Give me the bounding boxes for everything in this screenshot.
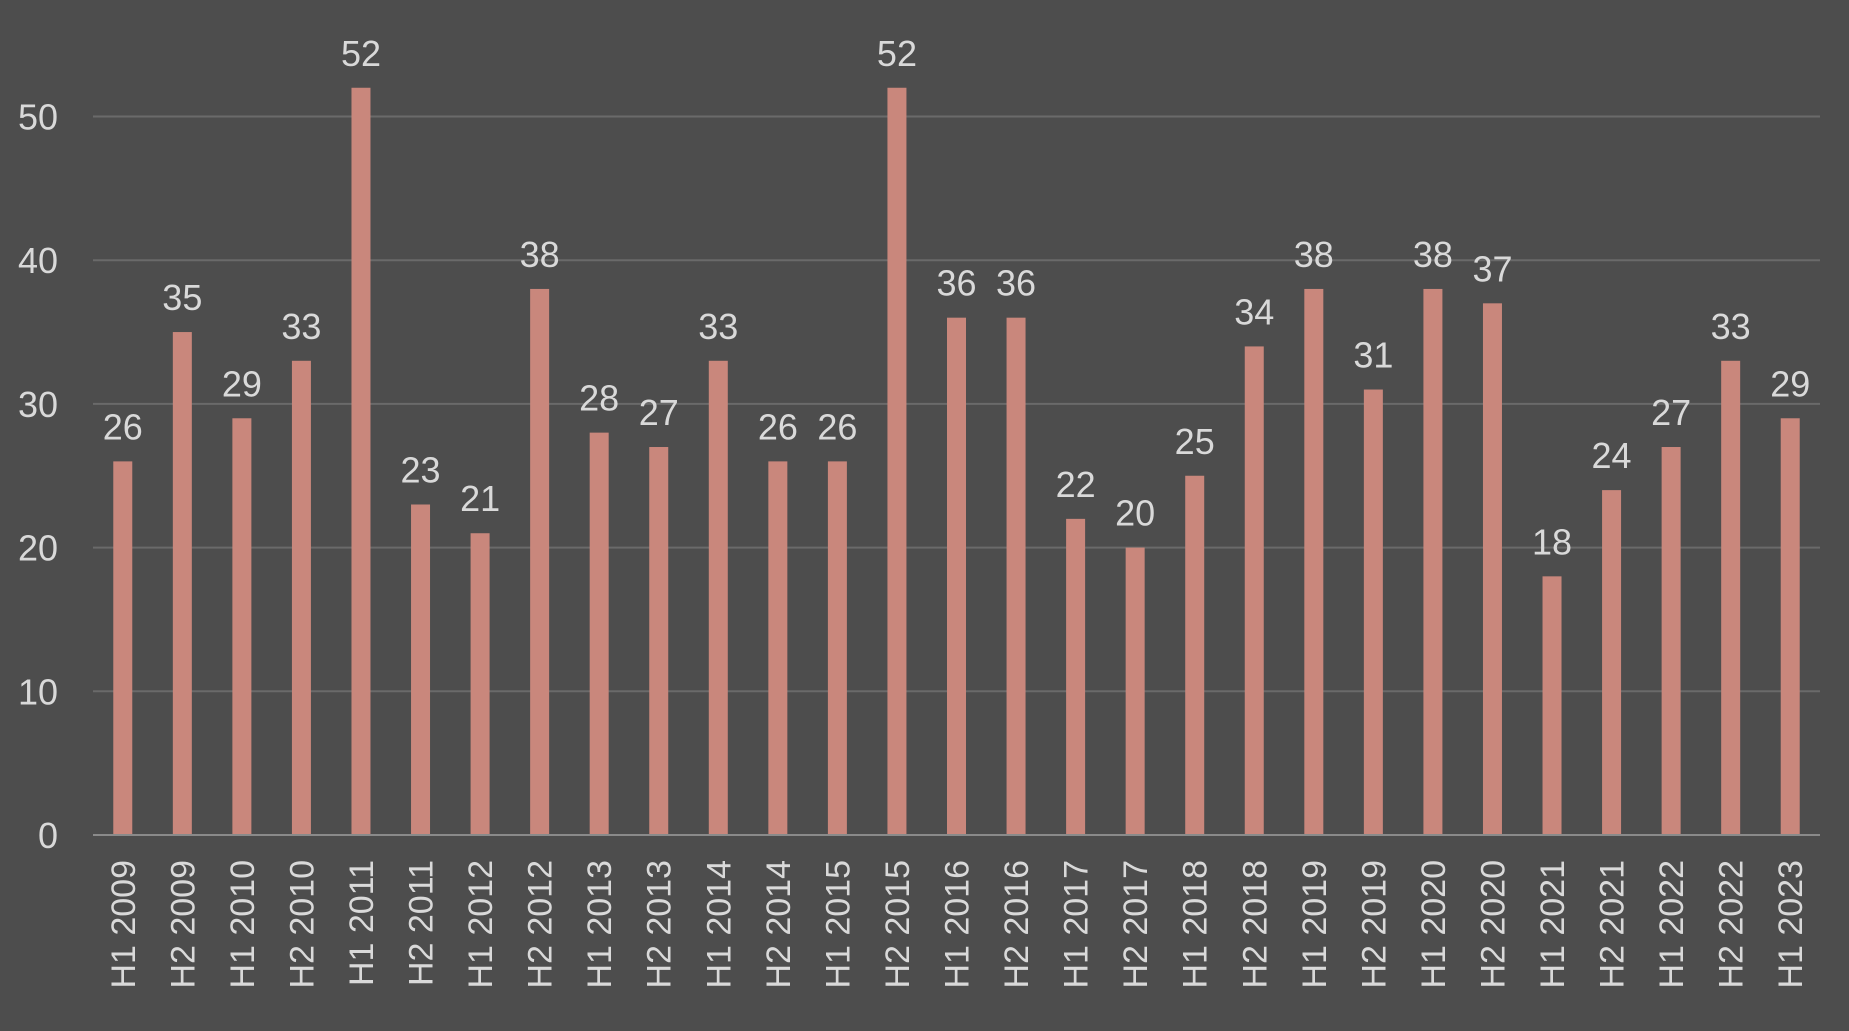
bar [291, 360, 311, 835]
bar [1185, 475, 1205, 835]
data-label: 18 [1532, 521, 1572, 562]
bar [232, 418, 252, 835]
bar [1066, 518, 1086, 835]
x-tick-label: H2 2018 [1236, 860, 1274, 989]
x-tick-label: H1 2018 [1177, 860, 1215, 989]
x-tick-label: H2 2017 [1117, 860, 1155, 989]
x-tick-label: H1 2021 [1534, 860, 1572, 989]
x-tick-label: H1 2015 [819, 860, 857, 989]
y-axis-ticks: 0 10 20 30 40 50 [18, 97, 58, 857]
bar [1125, 547, 1145, 835]
x-tick-label: H1 2014 [700, 860, 738, 989]
data-label: 33 [698, 306, 738, 347]
data-label: 52 [341, 33, 381, 74]
x-tick-label: H1 2016 [939, 860, 977, 989]
data-label: 38 [520, 234, 560, 275]
bars [113, 87, 1800, 835]
data-label: 33 [1711, 306, 1751, 347]
x-tick-label: H2 2014 [760, 860, 798, 989]
bar [947, 317, 966, 835]
x-tick-label: H2 2010 [283, 860, 321, 989]
x-tick-label: H1 2017 [1058, 860, 1096, 989]
data-label: 29 [222, 363, 262, 404]
bar [827, 461, 847, 835]
bar [589, 432, 609, 835]
bar [351, 87, 371, 835]
y-tick-label: 20 [18, 528, 58, 569]
y-tick-label: 50 [18, 97, 58, 138]
x-tick-label: H2 2022 [1713, 860, 1751, 989]
data-label: 20 [1115, 493, 1155, 534]
bar [708, 360, 728, 835]
bar [470, 533, 490, 835]
bar [768, 461, 788, 835]
x-tick-label: H1 2009 [105, 860, 143, 989]
data-label: 36 [936, 263, 976, 304]
x-tick-label: H2 2013 [641, 860, 679, 989]
y-tick-label: 40 [18, 240, 58, 281]
x-tick-label: H1 2013 [581, 860, 619, 989]
bar [530, 288, 550, 835]
data-label: 24 [1592, 435, 1632, 476]
bar [1661, 447, 1681, 835]
data-label: 38 [1413, 234, 1453, 275]
x-tick-label: H1 2012 [462, 860, 500, 989]
data-label: 31 [1353, 335, 1393, 376]
x-tick-label: H2 2020 [1474, 860, 1512, 989]
x-tick-label: H1 2010 [224, 860, 262, 989]
data-label: 34 [1234, 291, 1274, 332]
data-labels: 26 35 29 33 52 23 21 38 28 27 33 26 26 52 36 36 22 20 25 34… [103, 33, 1810, 563]
data-label: 27 [1651, 392, 1691, 433]
bar [1602, 490, 1622, 835]
data-label: 35 [162, 277, 202, 318]
x-tick-label: H2 2009 [164, 860, 202, 989]
x-tick-label: H1 2019 [1296, 860, 1334, 989]
bar [1482, 303, 1502, 835]
y-tick-label: 10 [18, 671, 58, 712]
x-tick-label: H2 2019 [1355, 860, 1393, 989]
x-tick-label: H1 2020 [1415, 860, 1453, 989]
data-label: 37 [1472, 248, 1512, 289]
data-label: 26 [758, 406, 798, 447]
x-tick-label: H1 2022 [1653, 860, 1691, 989]
bar [411, 504, 431, 835]
bar [1006, 317, 1026, 835]
data-label: 29 [1770, 363, 1810, 404]
data-label: 28 [579, 378, 619, 419]
bar [113, 461, 133, 835]
y-tick-label: 0 [38, 815, 58, 856]
data-label: 38 [1294, 234, 1334, 275]
bar [1244, 346, 1264, 835]
data-label: 33 [281, 306, 321, 347]
x-axis-ticks: H1 2009 H2 2009 H1 2010 H2 2010 H1 2011 H2 20… [105, 860, 1810, 989]
data-label: 27 [639, 392, 679, 433]
data-label: 23 [401, 449, 441, 490]
x-tick-label: H2 2016 [998, 860, 1036, 989]
bar [1721, 360, 1741, 835]
data-label: 21 [460, 478, 500, 519]
data-label: 26 [817, 406, 857, 447]
x-tick-label: H2 2012 [522, 860, 560, 989]
x-tick-label: H1 2023 [1772, 860, 1810, 989]
bar [1304, 288, 1324, 835]
bar [1363, 389, 1383, 835]
bar [172, 332, 192, 835]
y-tick-label: 30 [18, 384, 58, 425]
x-tick-label: H2 2015 [879, 860, 917, 989]
bar [649, 447, 669, 835]
data-label: 36 [996, 263, 1036, 304]
bar [887, 87, 907, 835]
data-label: 52 [877, 33, 917, 74]
x-tick-label: H2 2021 [1594, 860, 1632, 989]
data-label: 22 [1056, 464, 1096, 505]
bar [1423, 288, 1443, 835]
data-label: 26 [103, 406, 143, 447]
data-label: 25 [1175, 421, 1215, 462]
bar [1780, 418, 1800, 835]
bar [1542, 576, 1562, 835]
x-tick-label: H2 2011 [403, 860, 441, 986]
x-tick-label: H1 2011 [343, 860, 381, 986]
